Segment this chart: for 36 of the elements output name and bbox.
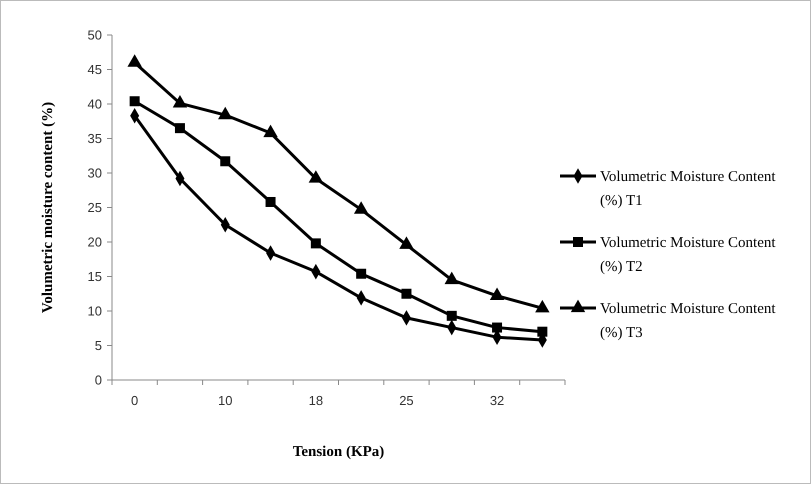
point <box>220 156 230 166</box>
point <box>266 196 276 207</box>
point <box>446 310 457 321</box>
y-tick-label: 35 <box>88 131 102 146</box>
y-tick-label: 30 <box>88 166 102 181</box>
y-tick-label: 45 <box>88 62 102 78</box>
x-tick-label: 25 <box>399 393 414 408</box>
point <box>310 238 321 248</box>
point <box>174 123 185 134</box>
y-axis-title: Volumetric moisture content (%) <box>40 102 56 314</box>
point <box>308 170 324 183</box>
y-tick-label: 40 <box>88 96 102 112</box>
y-tick-label: 50 <box>88 28 102 43</box>
point <box>127 54 142 67</box>
x-tick-label: 0 <box>131 393 138 408</box>
legend-label: Volumetric Moisture Content (%) T1 <box>600 169 776 209</box>
y-tick-label: 10 <box>88 304 102 319</box>
point <box>537 326 548 337</box>
x-tick-label: 32 <box>490 393 504 408</box>
point <box>492 322 502 333</box>
x-tick-label: 10 <box>218 393 232 408</box>
legend-label: Volumetric Moisture Content (%) T3 <box>600 301 776 341</box>
point <box>401 288 412 299</box>
legend-label: Volumetric Moisture Content (%) T2 <box>600 235 776 275</box>
x-axis-title: Tension (KPa) <box>292 444 384 460</box>
y-tick-label: 15 <box>88 269 102 284</box>
y-tick-label: 5 <box>94 338 102 354</box>
y-tick-label: 20 <box>88 234 102 250</box>
point <box>218 106 232 120</box>
point <box>172 94 188 108</box>
point <box>356 268 366 279</box>
y-tick-label: 0 <box>94 372 102 388</box>
x-tick-label: 18 <box>308 393 324 408</box>
y-tick-label: 25 <box>88 200 102 216</box>
point <box>130 96 140 106</box>
point <box>263 124 278 138</box>
